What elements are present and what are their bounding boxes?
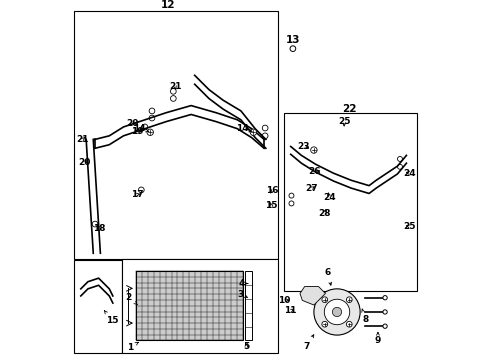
Text: 6: 6 <box>325 268 331 285</box>
Text: 15: 15 <box>104 311 118 325</box>
Circle shape <box>142 124 147 130</box>
Text: 21: 21 <box>168 82 181 91</box>
Text: 14: 14 <box>236 124 251 133</box>
Text: 19: 19 <box>131 127 144 136</box>
Text: 7: 7 <box>303 335 313 351</box>
Circle shape <box>382 296 386 300</box>
Text: 13: 13 <box>285 35 300 45</box>
Text: 4: 4 <box>238 279 247 288</box>
Text: 24: 24 <box>322 193 335 202</box>
Circle shape <box>332 307 341 316</box>
Text: 5: 5 <box>243 342 249 351</box>
Circle shape <box>170 89 176 94</box>
Text: 26: 26 <box>308 167 321 176</box>
Circle shape <box>346 321 351 327</box>
Text: 16: 16 <box>265 186 278 195</box>
Text: 24: 24 <box>403 169 415 178</box>
Text: 20: 20 <box>78 158 90 167</box>
Circle shape <box>149 108 155 114</box>
Text: 2: 2 <box>125 293 137 304</box>
Text: 21: 21 <box>76 135 89 144</box>
Circle shape <box>313 289 359 335</box>
Text: 9: 9 <box>374 332 380 345</box>
Text: 25: 25 <box>403 222 415 231</box>
Bar <box>74 11 278 258</box>
Circle shape <box>321 297 327 302</box>
Circle shape <box>397 164 402 169</box>
Text: 3: 3 <box>237 290 247 299</box>
Text: 10: 10 <box>278 296 290 305</box>
Text: 11: 11 <box>283 306 296 315</box>
Circle shape <box>382 310 386 314</box>
Text: 25: 25 <box>337 117 350 126</box>
Circle shape <box>288 201 293 206</box>
Circle shape <box>321 321 327 327</box>
Text: 28: 28 <box>318 209 330 218</box>
Text: 17: 17 <box>130 190 143 199</box>
Bar <box>283 113 416 291</box>
Circle shape <box>382 324 386 328</box>
Circle shape <box>138 187 144 193</box>
Circle shape <box>170 96 176 101</box>
Bar <box>136 271 242 341</box>
Circle shape <box>288 193 293 198</box>
Text: 20: 20 <box>126 119 138 128</box>
Polygon shape <box>300 287 325 305</box>
Bar <box>244 271 252 341</box>
Circle shape <box>324 299 349 325</box>
Circle shape <box>92 221 98 227</box>
Circle shape <box>397 157 402 161</box>
Text: 12: 12 <box>161 0 175 10</box>
Text: 18: 18 <box>93 224 105 233</box>
Text: 27: 27 <box>305 184 317 193</box>
Circle shape <box>310 147 316 153</box>
Circle shape <box>262 125 267 131</box>
Bar <box>74 260 122 353</box>
Text: 1: 1 <box>126 342 138 352</box>
Bar <box>122 258 278 353</box>
Circle shape <box>289 46 295 51</box>
Circle shape <box>149 115 155 121</box>
Circle shape <box>147 129 153 135</box>
Text: 22: 22 <box>342 104 356 114</box>
Circle shape <box>250 129 256 135</box>
Text: 15: 15 <box>264 201 277 210</box>
Circle shape <box>262 133 267 139</box>
Text: 14: 14 <box>133 124 148 133</box>
Text: 8: 8 <box>361 309 368 324</box>
Circle shape <box>346 297 351 302</box>
Text: 23: 23 <box>296 142 309 151</box>
